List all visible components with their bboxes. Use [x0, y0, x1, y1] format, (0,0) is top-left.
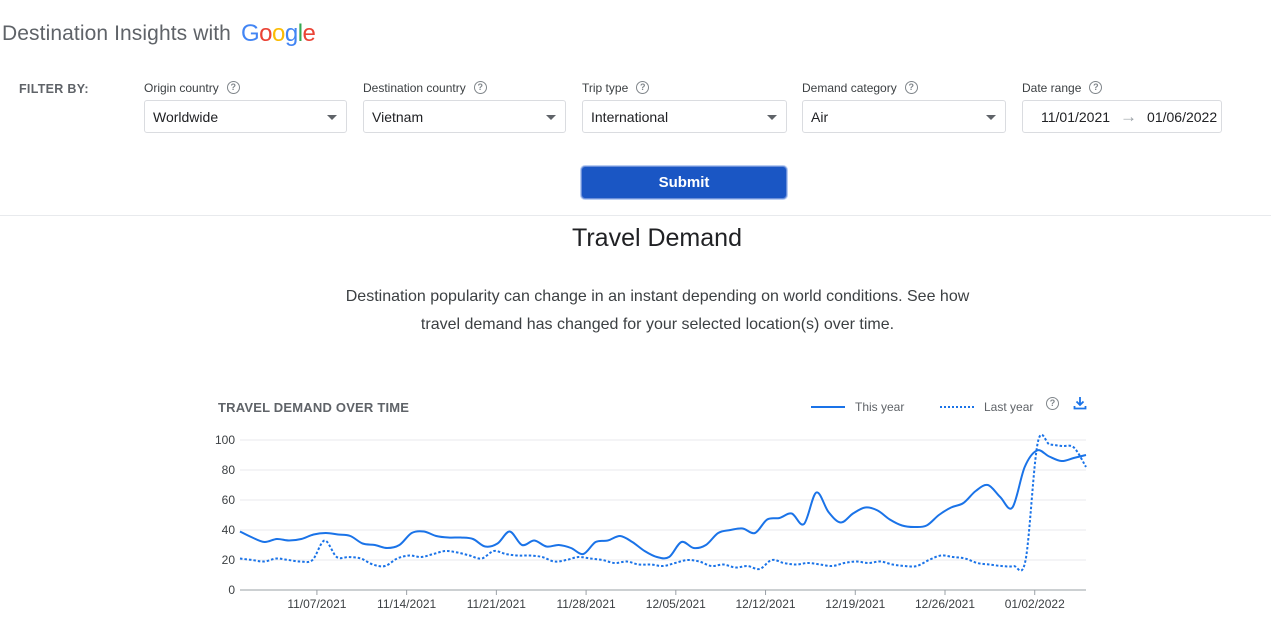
series-line-this-year: [239, 449, 1087, 560]
submit-button[interactable]: Submit: [581, 166, 787, 199]
y-tick-label: 100: [215, 433, 235, 447]
demand-category-value: Air: [811, 108, 829, 125]
destination-country-filter: Destination country ? Vietnam: [363, 79, 566, 133]
help-icon[interactable]: ?: [473, 81, 487, 94]
help-icon[interactable]: ?: [226, 81, 240, 94]
y-tick-label: 0: [228, 583, 235, 597]
trip-type-select[interactable]: International: [582, 100, 787, 133]
help-icon[interactable]: ?: [904, 81, 918, 94]
dropdown-arrow-icon: [546, 115, 556, 120]
logo-letter: e: [302, 20, 316, 47]
x-tick-label: 11/07/2021: [287, 597, 346, 611]
dropdown-arrow-icon: [986, 115, 996, 120]
google-logo: Google: [240, 20, 316, 48]
legend-last-year[interactable]: Last year: [940, 400, 1033, 414]
x-tick-label: 12/26/2021: [915, 597, 975, 611]
trip-type-filter: Trip type ? International: [582, 79, 787, 133]
legend-this-year[interactable]: This year: [811, 400, 904, 414]
dropdown-arrow-icon: [327, 115, 337, 120]
y-tick-label: 40: [222, 523, 236, 537]
help-icon[interactable]: ?: [636, 81, 650, 94]
logo-letter: l: [297, 20, 303, 47]
logo-letter: G: [240, 20, 260, 47]
legend-label: This year: [855, 400, 905, 414]
y-tick-label: 80: [222, 463, 236, 477]
logo-letter: o: [271, 20, 285, 47]
series-line-last-year: [239, 433, 1087, 572]
filter-by-label: FILTER BY:: [19, 82, 89, 96]
help-icon[interactable]: ?: [1046, 397, 1059, 410]
section-description: Destination popularity can change in an …: [345, 288, 970, 333]
date-range-filter: Date range ? 11/01/2021 → 01/06/2022: [1022, 79, 1222, 133]
app-header: Destination Insights with Google: [2, 19, 316, 49]
destination-country-label: Destination country: [363, 80, 466, 95]
trip-type-label: Trip type: [582, 80, 629, 95]
arrow-right-icon: →: [1120, 106, 1138, 126]
destination-country-value: Vietnam: [372, 108, 424, 125]
demand-category-filter: Demand category ? Air: [802, 79, 1006, 133]
divider: [0, 215, 1271, 216]
end-date[interactable]: 01/06/2022: [1147, 108, 1218, 125]
trip-type-value: International: [591, 108, 669, 125]
start-date[interactable]: 11/01/2021: [1041, 108, 1111, 125]
dropdown-arrow-icon: [767, 115, 777, 120]
legend-dotted-swatch: [940, 406, 974, 408]
demand-category-select[interactable]: Air: [802, 100, 1006, 133]
help-icon[interactable]: ?: [1089, 81, 1103, 94]
x-tick-label: 12/12/2021: [736, 597, 796, 611]
download-icon[interactable]: [1073, 396, 1087, 410]
logo-letter: g: [284, 20, 298, 47]
x-tick-label: 11/21/2021: [467, 597, 526, 611]
app-title: Destination Insights with: [2, 22, 231, 45]
origin-country-select[interactable]: Worldwide: [144, 100, 347, 133]
origin-country-value: Worldwide: [153, 108, 219, 125]
x-tick-label: 11/28/2021: [557, 597, 616, 611]
logo-letter: o: [259, 20, 272, 47]
demand-category-label: Demand category: [802, 80, 897, 95]
origin-country-filter: Origin country ? Worldwide: [144, 79, 347, 133]
destination-country-select[interactable]: Vietnam: [363, 100, 566, 133]
section-title: Travel Demand: [572, 224, 742, 252]
x-tick-label: 01/02/2022: [1005, 597, 1065, 611]
y-tick-label: 20: [222, 553, 236, 567]
x-tick-label: 12/19/2021: [825, 597, 885, 611]
travel-demand-chart: 0 20 40 60 80 100 11/07/2021 11/14/2021 11/21/20…: [215, 433, 1087, 611]
x-tick-label: 12/05/2021: [646, 597, 706, 611]
legend-label: Last year: [984, 400, 1034, 414]
date-range-label: Date range: [1022, 80, 1082, 95]
x-tick-label: 11/14/2021: [377, 597, 436, 611]
chart-title: TRAVEL DEMAND OVER TIME: [218, 400, 410, 415]
date-range-picker[interactable]: 11/01/2021 → 01/06/2022: [1022, 100, 1222, 133]
y-tick-label: 60: [222, 493, 236, 507]
legend-solid-swatch: [811, 406, 845, 408]
origin-country-label: Origin country: [144, 80, 219, 95]
